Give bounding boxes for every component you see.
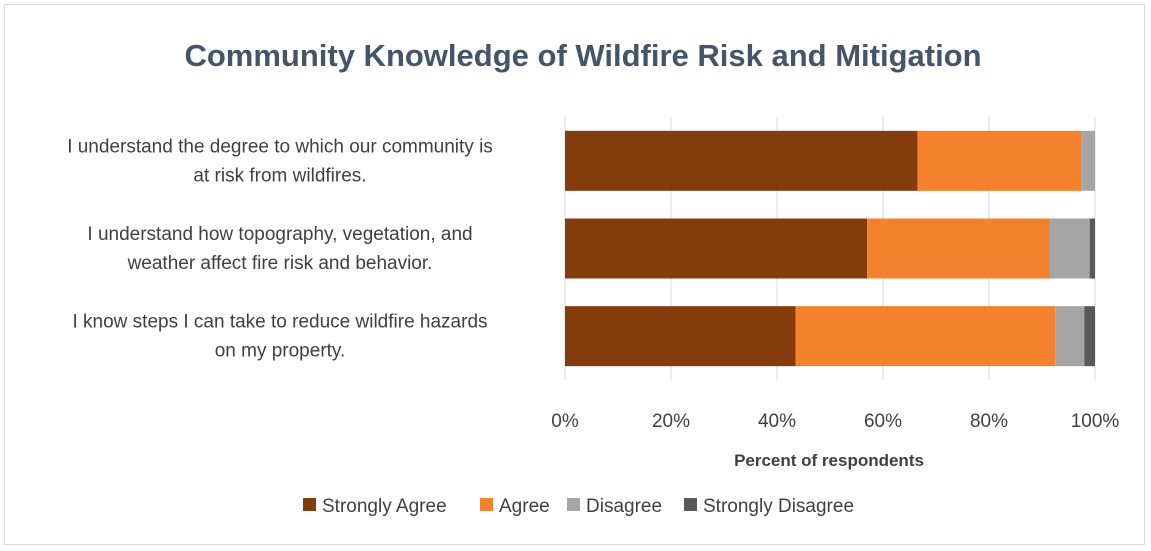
legend-item: Strongly Disagree <box>684 496 854 517</box>
legend-swatch <box>684 498 697 511</box>
x-tick-label: 20% <box>652 411 690 432</box>
category-label: weather affect fire risk and behavior. <box>127 253 433 274</box>
bar-segment-agree <box>867 218 1050 279</box>
bar-segment-strongly-disagree <box>1089 218 1095 279</box>
legend-swatch <box>480 498 493 511</box>
legend-label: Strongly Disagree <box>703 496 854 517</box>
bar-segment-strongly-agree <box>565 306 796 367</box>
bar-segment-strongly-agree <box>565 130 918 191</box>
legend-label: Agree <box>499 496 550 517</box>
bar-segment-strongly-agree <box>565 218 868 279</box>
legend-item: Strongly Agree <box>303 496 447 517</box>
category-label: I understand how topography, vegetation,… <box>87 224 472 245</box>
category-label: I know steps I can take to reduce wildfi… <box>72 312 487 333</box>
category-label: on my property. <box>215 341 346 362</box>
chart-container: Community Knowledge of Wildfire Risk and… <box>4 4 1145 545</box>
legend-item: Agree <box>480 496 550 517</box>
bars <box>565 130 1095 367</box>
legend-label: Strongly Agree <box>322 496 447 517</box>
legend: Strongly Agree Agree Disagree Strongly Disa… <box>303 496 854 517</box>
legend-label: Disagree <box>586 496 662 517</box>
legend-swatch <box>567 498 580 511</box>
x-tick-label: 0% <box>551 411 579 432</box>
x-tick-label: 40% <box>758 411 796 432</box>
x-axis-title: Percent of respondents <box>734 451 924 470</box>
category-labels: I understand the degree to which our com… <box>67 136 493 361</box>
category-label: at risk from wildfires. <box>193 165 366 186</box>
legend-item: Disagree <box>567 496 662 517</box>
x-axis-ticks: 0% 20% 40% 60% 80% 100% <box>551 411 1119 432</box>
bar-segment-disagree <box>1055 306 1085 367</box>
bar-segment-agree <box>917 130 1082 191</box>
bar-segment-disagree <box>1081 130 1095 191</box>
chart-svg: Community Knowledge of Wildfire Risk and… <box>67 38 1119 517</box>
x-tick-label: 60% <box>864 411 902 432</box>
chart-title: Community Knowledge of Wildfire Risk and… <box>184 38 981 73</box>
bar-segment-disagree <box>1049 218 1090 279</box>
x-tick-label: 100% <box>1071 411 1120 432</box>
bar-segment-strongly-disagree <box>1084 306 1095 367</box>
bar-segment-agree <box>795 306 1056 367</box>
x-tick-label: 80% <box>970 411 1008 432</box>
legend-swatch <box>303 498 316 511</box>
category-label: I understand the degree to which our com… <box>67 136 493 157</box>
